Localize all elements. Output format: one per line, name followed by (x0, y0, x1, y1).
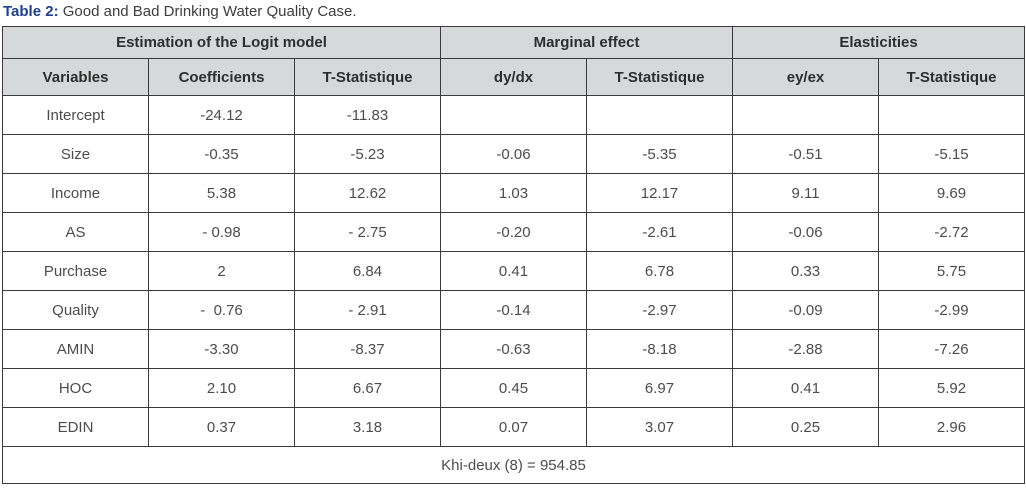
cell-coefficient: 2.10 (148, 368, 295, 408)
cell-eyex: 0.41 (732, 368, 880, 408)
group-header-logit-model: Estimation of the Logit model (2, 26, 441, 59)
cell-variable: Intercept (2, 95, 149, 135)
cell-t-stat-logit: - 2.75 (294, 212, 441, 252)
cell-coefficient: - 0.76 (148, 290, 295, 330)
cell-t-stat-elasticity (878, 95, 1026, 135)
cell-t-stat-logit: -8.37 (294, 329, 441, 369)
cell-dydx: -0.20 (440, 212, 587, 252)
cell-t-stat-logit: -5.23 (294, 134, 441, 174)
table-row-size: Size -0.35 -5.23 -0.06 -5.35 -0.51 -5.15 (2, 134, 1026, 174)
table-row-intercept: Intercept -24.12 -11.83 (2, 95, 1026, 135)
cell-t-stat-marginal: 6.97 (585, 368, 734, 408)
cell-t-stat-elasticity: -2.99 (878, 290, 1026, 330)
cell-eyex: -0.06 (732, 212, 880, 252)
cell-t-stat-marginal (585, 95, 734, 135)
cell-t-stat-logit: - 2.91 (294, 290, 441, 330)
table-row-quality: Quality - 0.76 - 2.91 -0.14 -2.97 -0.09 … (2, 290, 1026, 330)
column-header-dydx: dy/dx (440, 58, 587, 96)
column-header-t-statistique-elasticity: T-Statistique (878, 58, 1026, 96)
cell-t-stat-marginal: 12.17 (585, 173, 734, 213)
cell-t-stat-logit: 3.18 (294, 407, 441, 447)
cell-coefficient: -24.12 (148, 95, 295, 135)
cell-eyex: 0.33 (732, 251, 880, 291)
cell-t-stat-marginal: -5.35 (585, 134, 734, 174)
cell-t-stat-marginal: -2.61 (585, 212, 734, 252)
column-header-row: Variables Coefficients T-Statistique dy/… (2, 58, 1026, 96)
khi-deux-statistic: Khi-deux (8) = 954.85 (1, 446, 1026, 484)
group-header-row: Estimation of the Logit model Marginal e… (2, 26, 1026, 59)
results-table: Estimation of the Logit model Marginal e… (1, 26, 1026, 484)
cell-dydx: -0.14 (440, 290, 587, 330)
cell-dydx: 0.07 (440, 407, 587, 447)
cell-dydx: 1.03 (440, 173, 587, 213)
cell-coefficient: 0.37 (148, 407, 295, 447)
table-row-as: AS - 0.98 - 2.75 -0.20 -2.61 -0.06 -2.72 (2, 212, 1026, 252)
cell-eyex: -0.09 (732, 290, 880, 330)
cell-t-stat-elasticity: -5.15 (878, 134, 1026, 174)
cell-t-stat-logit: -11.83 (294, 95, 441, 135)
column-header-variables: Variables (2, 58, 149, 96)
cell-variable: EDIN (2, 407, 149, 447)
column-header-t-statistique-marginal: T-Statistique (585, 58, 734, 96)
cell-t-stat-logit: 12.62 (294, 173, 441, 213)
group-header-elasticities: Elasticities (732, 26, 1026, 59)
table-caption: Table 2: Good and Bad Drinking Water Qua… (1, 1, 1025, 26)
footer-row: Khi-deux (8) = 954.85 (1, 446, 1026, 484)
table-row-amin: AMIN -3.30 -8.37 -0.63 -8.18 -2.88 -7.26 (2, 329, 1026, 369)
table-row-hoc: HOC 2.10 6.67 0.45 6.97 0.41 5.92 (2, 368, 1026, 408)
table-caption-text: Good and Bad Drinking Water Quality Case… (58, 3, 357, 20)
table-caption-label: Table 2: (3, 3, 59, 20)
cell-t-stat-elasticity: -2.72 (878, 212, 1026, 252)
cell-t-stat-logit: 6.84 (294, 251, 441, 291)
cell-coefficient: 5.38 (148, 173, 295, 213)
cell-variable: Quality (2, 290, 149, 330)
cell-coefficient: - 0.98 (148, 212, 295, 252)
table-row-income: Income 5.38 12.62 1.03 12.17 9.11 9.69 (2, 173, 1026, 213)
cell-t-stat-elasticity: 9.69 (878, 173, 1026, 213)
cell-t-stat-marginal: -8.18 (585, 329, 734, 369)
cell-coefficient: 2 (148, 251, 295, 291)
cell-t-stat-marginal: 6.78 (585, 251, 734, 291)
cell-dydx: -0.06 (440, 134, 587, 174)
cell-eyex: -0.51 (732, 134, 880, 174)
table-row-edin: EDIN 0.37 3.18 0.07 3.07 0.25 2.96 (2, 407, 1026, 447)
cell-dydx (440, 95, 587, 135)
column-header-coefficients: Coefficients (148, 58, 295, 96)
cell-variable: Income (2, 173, 149, 213)
cell-eyex (732, 95, 880, 135)
cell-eyex: -2.88 (732, 329, 880, 369)
cell-dydx: 0.45 (440, 368, 587, 408)
cell-variable: HOC (2, 368, 149, 408)
group-header-marginal-effect: Marginal effect (439, 26, 734, 59)
cell-dydx: 0.41 (440, 251, 587, 291)
cell-variable: Size (2, 134, 149, 174)
cell-t-stat-elasticity: 5.92 (878, 368, 1026, 408)
cell-t-stat-elasticity: -7.26 (878, 329, 1026, 369)
column-header-t-statistique-logit: T-Statistique (294, 58, 441, 96)
cell-t-stat-marginal: 3.07 (585, 407, 734, 447)
column-header-eyex: ey/ex (732, 58, 880, 96)
cell-variable: AMIN (2, 329, 149, 369)
cell-t-stat-logit: 6.67 (294, 368, 441, 408)
cell-eyex: 9.11 (732, 173, 880, 213)
cell-t-stat-elasticity: 2.96 (878, 407, 1026, 447)
cell-coefficient: -3.30 (148, 329, 295, 369)
cell-t-stat-elasticity: 5.75 (878, 251, 1026, 291)
cell-variable: Purchase (2, 251, 149, 291)
cell-dydx: -0.63 (440, 329, 587, 369)
cell-variable: AS (2, 212, 149, 252)
cell-eyex: 0.25 (732, 407, 880, 447)
cell-coefficient: -0.35 (148, 134, 295, 174)
cell-t-stat-marginal: -2.97 (585, 290, 734, 330)
table-row-purchase: Purchase 2 6.84 0.41 6.78 0.33 5.75 (2, 251, 1026, 291)
